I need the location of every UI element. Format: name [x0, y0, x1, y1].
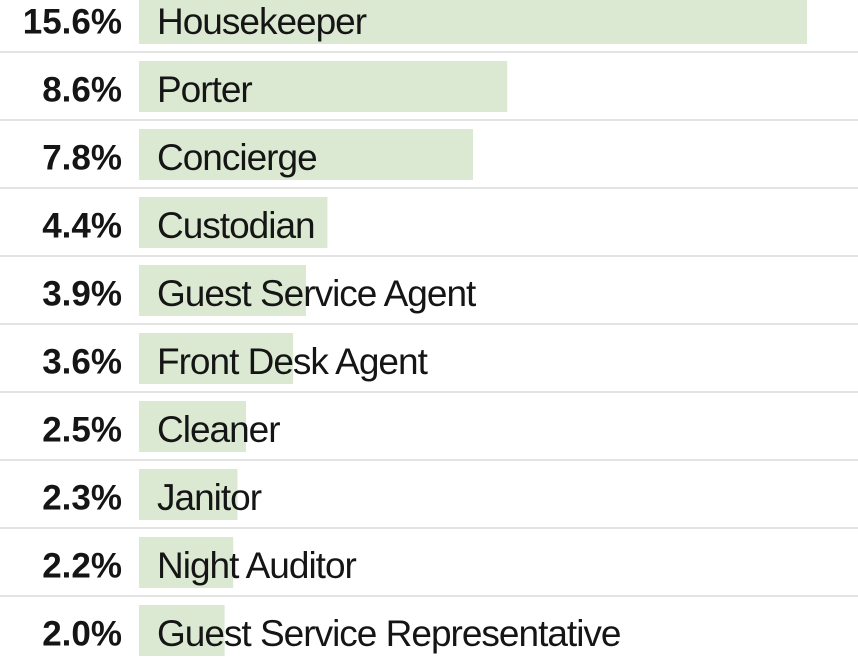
bar: [139, 197, 328, 248]
category-label: Guest Service Representative: [157, 613, 621, 654]
bar: [139, 265, 306, 316]
bar: [139, 61, 508, 112]
bar: [139, 0, 807, 44]
bar: [139, 537, 234, 588]
value-label: 3.6%: [42, 342, 122, 381]
value-label: 15.6%: [23, 2, 122, 41]
category-label: Custodian: [157, 205, 315, 246]
category-label: Concierge: [157, 137, 317, 178]
value-label: 2.3%: [42, 478, 122, 517]
category-label: Janitor: [157, 477, 262, 518]
value-label: 7.8%: [42, 138, 122, 177]
value-label: 4.4%: [42, 206, 122, 245]
category-label: Guest Service Agent: [157, 273, 477, 314]
value-label: 2.0%: [42, 614, 122, 653]
category-label: Night Auditor: [157, 545, 357, 586]
bar: [139, 469, 238, 520]
value-label: 3.9%: [42, 274, 122, 313]
category-label: Housekeeper: [157, 1, 367, 42]
value-label: 2.2%: [42, 546, 122, 585]
category-label: Porter: [157, 69, 252, 110]
category-label: Cleaner: [157, 409, 280, 450]
bar: [139, 333, 294, 384]
value-label: 8.6%: [42, 70, 122, 109]
value-label: 2.5%: [42, 410, 122, 449]
bar: [139, 401, 247, 452]
category-label: Front Desk Agent: [157, 341, 429, 382]
bar: [139, 605, 225, 656]
bar: [139, 129, 473, 180]
